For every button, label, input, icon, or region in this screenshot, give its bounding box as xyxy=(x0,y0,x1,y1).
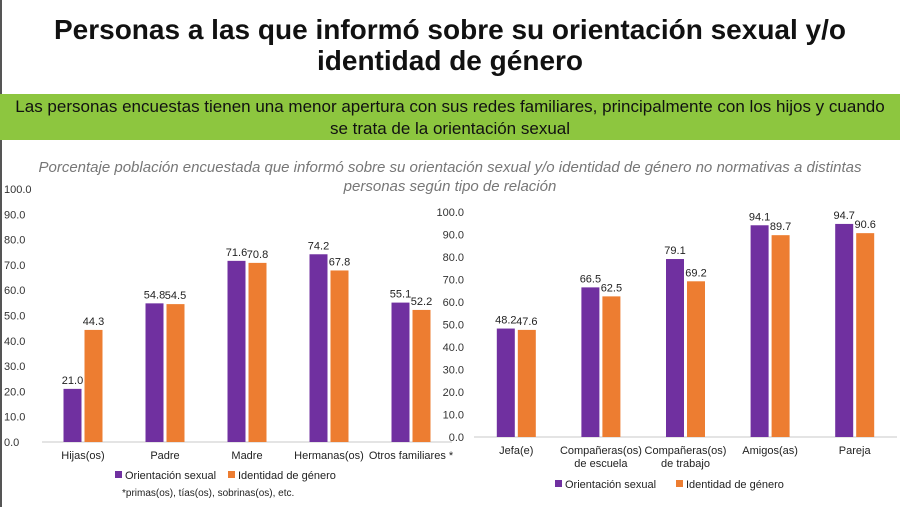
right-ytick-label: 60.0 xyxy=(443,297,464,309)
subtitle-line-1: Porcentaje población encuestada que info… xyxy=(38,159,862,176)
left-category-label: Otros familiares * xyxy=(369,450,454,462)
left-ytick-label: 0.0 xyxy=(4,437,19,449)
right-data-label: 47.6 xyxy=(516,316,537,328)
left-category-label: Padre xyxy=(150,450,179,462)
right-category-label: Jefa(e) xyxy=(499,445,533,457)
right-bar xyxy=(856,233,875,437)
left-ytick-label: 60.0 xyxy=(4,285,25,297)
right-legend-label: Orientación sexual xyxy=(565,479,656,491)
right-legend-swatch xyxy=(555,480,562,487)
right-bar xyxy=(666,259,684,437)
left-ytick-label: 40.0 xyxy=(4,336,25,348)
title-line-2: identidad de género xyxy=(316,45,584,76)
right-ytick-label: 50.0 xyxy=(443,320,464,332)
right-data-label: 62.5 xyxy=(601,282,622,294)
left-ytick-label: 100.0 xyxy=(4,184,32,196)
left-category-label: Hijas(os) xyxy=(61,450,104,462)
left-data-label: 44.3 xyxy=(83,316,104,328)
right-category-label: Compañeras(os) xyxy=(645,445,727,457)
left-data-label: 70.8 xyxy=(247,249,268,261)
right-category-label: Compañeras(os) xyxy=(560,445,642,457)
left-bar xyxy=(412,309,431,442)
right-bar xyxy=(517,329,536,437)
footnote: *primas(os), tías(os), sobrinas(os), etc… xyxy=(122,488,295,499)
left-bar xyxy=(227,260,246,442)
left-legend-swatch xyxy=(115,471,122,478)
right-legend-label: Identidad de género xyxy=(686,479,784,491)
right-bar xyxy=(835,223,854,437)
right-ytick-label: 90.0 xyxy=(443,230,464,242)
right-bar xyxy=(771,235,790,437)
left-bar xyxy=(248,262,267,442)
right-bar xyxy=(750,225,769,437)
left-bar xyxy=(309,254,328,442)
left-data-label: 54.5 xyxy=(165,290,186,302)
left-category-label: Madre xyxy=(231,450,262,462)
right-data-label: 48.2 xyxy=(495,315,516,327)
left-legend-swatch xyxy=(228,471,235,478)
right-ytick-label: 10.0 xyxy=(443,410,464,422)
left-data-label: 52.2 xyxy=(411,296,432,308)
right-data-label: 94.1 xyxy=(749,211,770,223)
left-bar xyxy=(63,388,82,442)
left-data-label: 55.1 xyxy=(390,289,411,301)
right-category-label: de trabajo xyxy=(661,458,710,470)
right-data-label: 89.7 xyxy=(770,221,791,233)
right-data-label: 69.2 xyxy=(685,267,706,279)
left-data-label: 21.0 xyxy=(62,375,83,387)
left-ytick-label: 70.0 xyxy=(4,260,25,272)
title-line-1: Personas a las que informó sobre su orie… xyxy=(53,14,847,45)
left-bar xyxy=(145,303,164,442)
page-title: Personas a las que informó sobre su orie… xyxy=(0,14,900,76)
summary-banner: Las personas encuestas tienen una menor … xyxy=(0,94,900,140)
right-data-label: 90.6 xyxy=(854,219,875,231)
left-ytick-label: 20.0 xyxy=(4,386,25,398)
left-border xyxy=(0,0,2,507)
left-category-label: Hermanas(os) xyxy=(294,450,364,462)
left-bar xyxy=(84,329,103,442)
left-bar xyxy=(166,304,185,442)
banner-line-2: se trata de la orientación sexual xyxy=(329,119,571,138)
left-ytick-label: 50.0 xyxy=(4,311,25,323)
right-category-label: de escuela xyxy=(574,458,628,470)
right-category-label: Amigos(as) xyxy=(742,445,798,457)
right-data-label: 79.1 xyxy=(664,245,685,257)
right-bar xyxy=(602,296,621,437)
right-data-label: 94.7 xyxy=(833,210,854,222)
left-data-label: 54.8 xyxy=(144,289,165,301)
right-ytick-label: 30.0 xyxy=(443,365,464,377)
left-legend-label: Identidad de género xyxy=(238,470,336,482)
left-bar xyxy=(391,302,410,442)
right-ytick-label: 100.0 xyxy=(436,207,464,219)
right-data-label: 66.5 xyxy=(580,273,601,285)
subtitle-line-2: personas según tipo de relación xyxy=(343,178,557,195)
left-data-label: 71.6 xyxy=(226,247,247,259)
left-bar xyxy=(330,270,349,442)
right-category-label: Pareja xyxy=(839,445,872,457)
left-ytick-label: 90.0 xyxy=(4,209,25,221)
right-ytick-label: 70.0 xyxy=(443,275,464,287)
right-ytick-label: 20.0 xyxy=(443,387,464,399)
banner-line-1: Las personas encuestas tienen una menor … xyxy=(15,97,885,116)
right-legend-swatch xyxy=(676,480,683,487)
right-ytick-label: 80.0 xyxy=(443,252,464,264)
left-legend-label: Orientación sexual xyxy=(125,470,216,482)
right-ytick-label: 0.0 xyxy=(449,432,464,444)
right-bar xyxy=(496,328,515,437)
right-bar xyxy=(581,287,600,437)
right-ytick-label: 40.0 xyxy=(443,342,464,354)
left-data-label: 67.8 xyxy=(329,256,350,268)
left-ytick-label: 30.0 xyxy=(4,361,25,373)
right-bar xyxy=(687,281,705,437)
left-ytick-label: 80.0 xyxy=(4,235,25,247)
chart-subtitle: Porcentaje población encuestada que info… xyxy=(0,158,900,196)
left-data-label: 74.2 xyxy=(308,240,329,252)
left-ytick-label: 10.0 xyxy=(4,412,25,424)
